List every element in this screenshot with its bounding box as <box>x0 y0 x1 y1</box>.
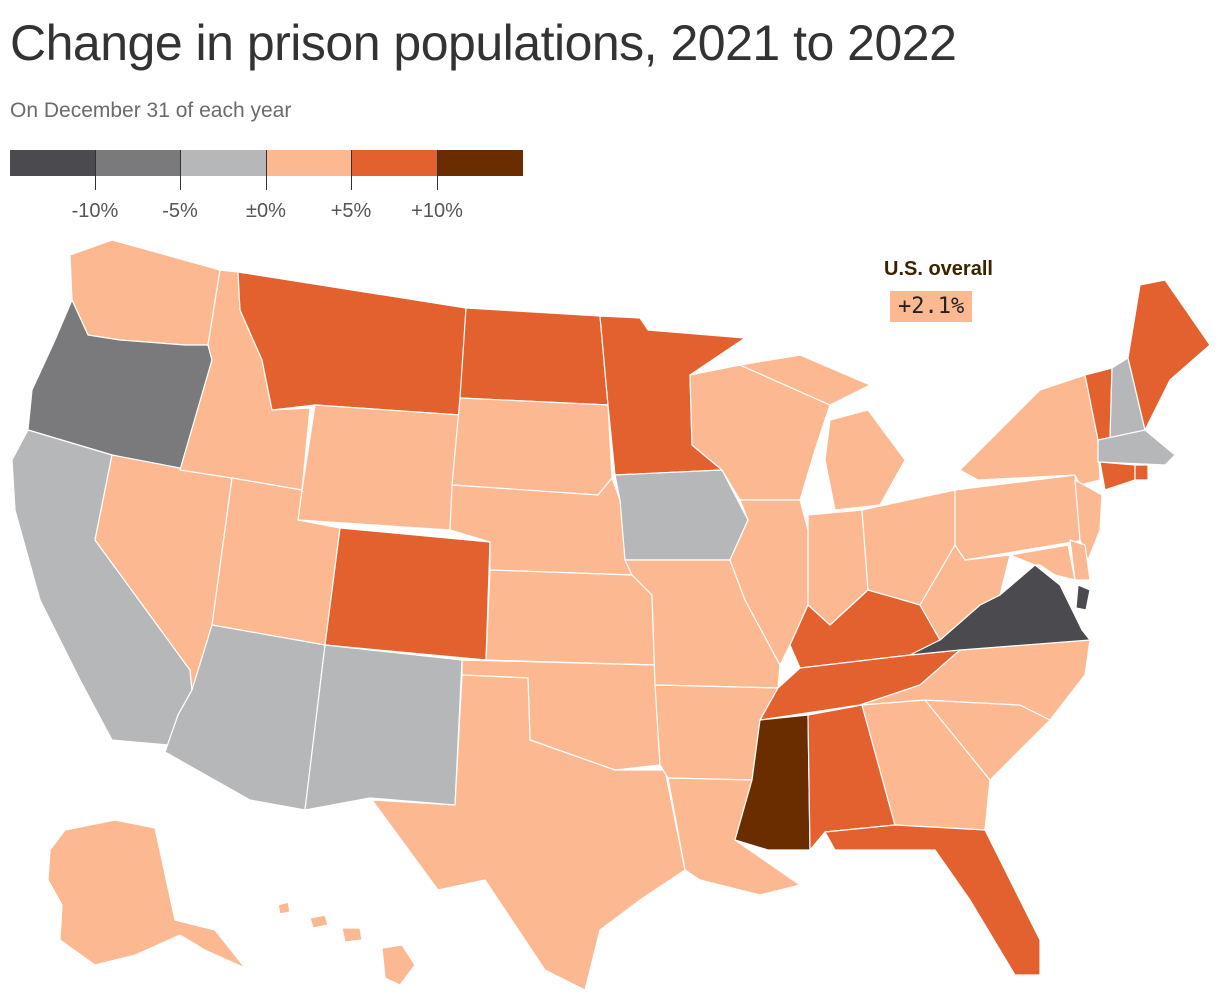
state-connecticut <box>1099 461 1136 491</box>
state-iowa <box>614 469 749 561</box>
legend-tick-label: ±0% <box>246 200 286 222</box>
legend-swatch-minus10-to-minus5 <box>95 150 181 176</box>
state-maryland <box>1009 544 1076 581</box>
state-new-york <box>959 374 1101 486</box>
state-montana <box>237 271 467 416</box>
state-wyoming <box>297 404 461 531</box>
state-illinois <box>729 499 809 666</box>
state-colorado <box>324 527 491 661</box>
chart-title: Change in prison populations, 2021 to 20… <box>10 15 957 71</box>
state-new-jersey <box>1074 479 1103 561</box>
state-pennsylvania <box>954 474 1086 561</box>
legend-color-bar <box>10 150 523 176</box>
legend-swatch-0-to-5 <box>266 150 352 176</box>
state-florida <box>824 824 1041 976</box>
color-legend: -10% -5% ±0% +5% +10% <box>10 150 530 230</box>
state-maine <box>1127 279 1211 431</box>
state-new-mexico <box>304 644 463 811</box>
state-hawaii <box>277 901 416 986</box>
us-overall-value: +2.1% <box>890 291 973 322</box>
state-alaska <box>47 819 246 969</box>
legend-tick <box>266 150 267 190</box>
legend-tick-label: -5% <box>162 200 198 222</box>
legend-tick-label: +5% <box>330 200 372 222</box>
legend-tick <box>437 150 438 190</box>
us-overall-callout: U.S. overall +2.1% <box>884 258 1004 322</box>
state-delaware <box>1069 539 1091 581</box>
state-washington <box>69 239 221 346</box>
state-kansas <box>485 569 656 666</box>
legend-tick <box>95 150 96 190</box>
legend-tick <box>180 150 181 190</box>
state-north-dakota <box>459 307 609 406</box>
legend-swatch-gt-10 <box>437 150 523 176</box>
state-south-dakota <box>451 397 613 496</box>
legend-tick <box>351 150 352 190</box>
state-michigan <box>739 354 906 511</box>
state-texas <box>371 674 686 991</box>
legend-swatch-lt-minus10 <box>10 150 96 176</box>
legend-tick-label: +10% <box>411 200 463 222</box>
state-massachusetts <box>1097 429 1176 466</box>
legend-tick-label: -10% <box>71 200 119 222</box>
chart-subtitle: On December 31 of each year <box>10 99 292 122</box>
legend-swatch-minus5-to-0 <box>181 150 267 176</box>
legend-swatch-5-to-10 <box>352 150 438 176</box>
state-rhode-island <box>1134 464 1149 481</box>
state-dc <box>1075 584 1091 611</box>
us-overall-label: U.S. overall <box>884 258 993 280</box>
